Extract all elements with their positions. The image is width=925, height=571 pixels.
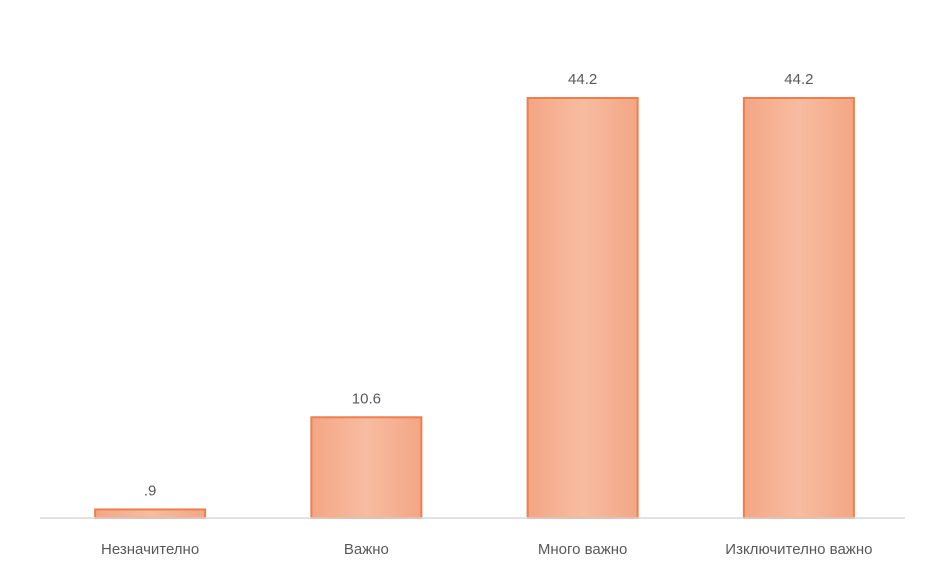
bar-3 [526, 97, 639, 519]
category-label-2: Важно [344, 541, 389, 558]
data-labels: .9 10.6 44.2 44.2 [144, 71, 814, 499]
category-labels: Незначително Важно Много важно Изключително… [101, 541, 872, 558]
bars [94, 97, 855, 520]
data-label-1: .9 [144, 482, 157, 499]
data-label-2: 10.6 [352, 390, 381, 407]
data-label-3: 44.2 [568, 71, 597, 88]
bar-1 [94, 508, 207, 520]
data-label-4: 44.2 [784, 71, 813, 88]
bar-2 [310, 416, 423, 520]
category-label-3: Много важно [538, 541, 628, 558]
bar-4 [742, 97, 855, 519]
category-label-1: Незначително [101, 541, 199, 558]
category-label-4: Изключително важно [725, 541, 872, 558]
